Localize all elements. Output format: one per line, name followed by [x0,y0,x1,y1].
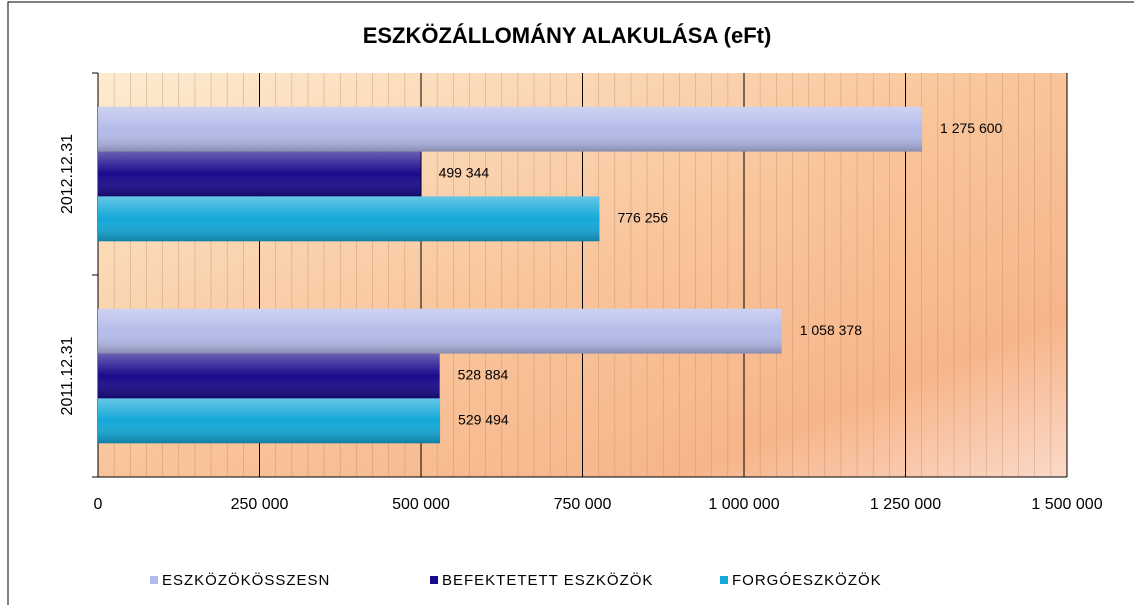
y-tick-label: 2012.12.31 [59,134,76,214]
legend-label: ESZKÖZÖKÖSSZESN [162,571,330,589]
bar-shine [98,196,600,242]
value-label: 1 058 378 [800,322,862,338]
x-tick-label: 1 000 000 [708,496,779,513]
legend-marker [430,576,438,584]
bar-shine [98,353,440,399]
x-tick-label: 0 [94,496,103,513]
value-label: 776 256 [617,210,668,226]
bar-shine [98,308,782,354]
value-label: 528 884 [458,367,509,383]
value-label: 499 344 [439,165,490,181]
legend-marker [150,576,158,584]
y-tick-label: 2011.12.31 [59,336,76,415]
x-tick-label: 250 000 [231,496,289,513]
value-label: 1 275 600 [940,120,1002,136]
x-tick-label: 1 250 000 [870,496,941,513]
legend-label: BEFEKTETETT ESZKÖZÖK [442,571,653,589]
x-tick-label: 750 000 [554,496,612,513]
x-tick-label: 500 000 [392,496,450,513]
legend-label: FORGÓESZKÖZÖK [732,571,882,589]
value-label: 529 494 [458,412,509,428]
chart-title: ESZKÖZÁLLOMÁNY ALAKULÁSA (eFt) [363,23,772,48]
bar-shine [98,151,421,197]
bar-shine [98,398,441,444]
legend-marker [720,576,728,584]
bar-shine [98,106,923,152]
x-tick-label: 1 500 000 [1031,496,1102,513]
